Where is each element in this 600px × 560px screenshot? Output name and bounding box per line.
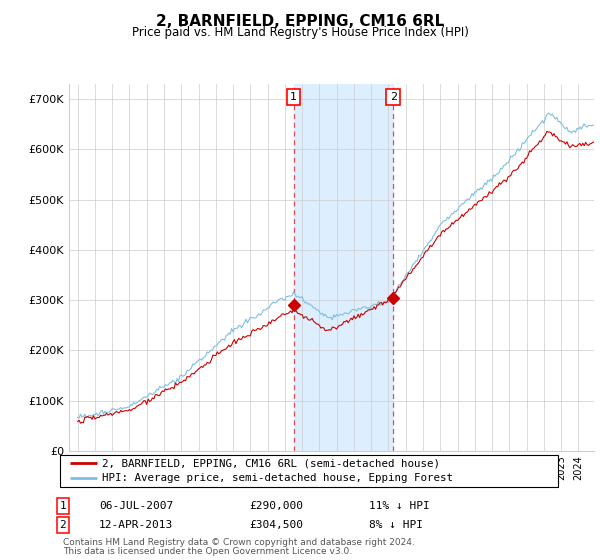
Text: 11% ↓ HPI: 11% ↓ HPI bbox=[369, 501, 430, 511]
Text: 06-JUL-2007: 06-JUL-2007 bbox=[99, 501, 173, 511]
Text: 1: 1 bbox=[59, 501, 67, 511]
Text: £290,000: £290,000 bbox=[249, 501, 303, 511]
Text: 12-APR-2013: 12-APR-2013 bbox=[99, 520, 173, 530]
Text: This data is licensed under the Open Government Licence v3.0.: This data is licensed under the Open Gov… bbox=[63, 547, 352, 556]
Text: 2: 2 bbox=[59, 520, 67, 530]
Text: 2, BARNFIELD, EPPING, CM16 6RL (semi-detached house): 2, BARNFIELD, EPPING, CM16 6RL (semi-det… bbox=[103, 459, 440, 469]
Text: £304,500: £304,500 bbox=[249, 520, 303, 530]
Text: Price paid vs. HM Land Registry's House Price Index (HPI): Price paid vs. HM Land Registry's House … bbox=[131, 26, 469, 39]
Text: 2, BARNFIELD, EPPING, CM16 6RL: 2, BARNFIELD, EPPING, CM16 6RL bbox=[156, 14, 444, 29]
Text: Contains HM Land Registry data © Crown copyright and database right 2024.: Contains HM Land Registry data © Crown c… bbox=[63, 538, 415, 547]
Bar bbox=[293, 84, 394, 451]
Text: 2: 2 bbox=[390, 92, 397, 102]
Text: 8% ↓ HPI: 8% ↓ HPI bbox=[369, 520, 423, 530]
Text: 1: 1 bbox=[290, 92, 297, 102]
Text: HPI: Average price, semi-detached house, Epping Forest: HPI: Average price, semi-detached house,… bbox=[103, 473, 454, 483]
